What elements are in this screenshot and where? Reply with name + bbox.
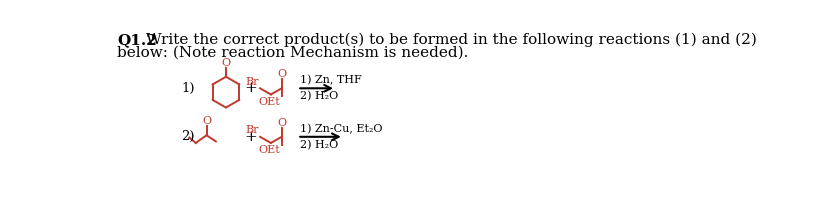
Text: 2): 2)	[181, 130, 194, 143]
Text: Q1.2: Q1.2	[117, 33, 157, 47]
Text: +: +	[244, 81, 257, 95]
Text: Br: Br	[246, 125, 259, 135]
Text: O: O	[221, 57, 230, 67]
Text: below: (Note reaction Mechanism is needed).: below: (Note reaction Mechanism is neede…	[117, 45, 468, 59]
Text: 2) H₂O: 2) H₂O	[299, 140, 337, 150]
Text: Write the correct product(s) to be formed in the following reactions (1) and (2): Write the correct product(s) to be forme…	[146, 33, 756, 47]
Text: OEt: OEt	[258, 97, 280, 107]
Text: 1) Zn-Cu, Et₂O: 1) Zn-Cu, Et₂O	[299, 123, 381, 134]
Text: O: O	[277, 118, 286, 128]
Text: O: O	[277, 69, 286, 79]
Text: 1) Zn, THF: 1) Zn, THF	[299, 75, 361, 85]
Text: 2) H₂O: 2) H₂O	[299, 91, 337, 102]
Text: Br: Br	[246, 77, 259, 87]
Text: O: O	[202, 116, 211, 126]
Text: +: +	[244, 130, 257, 144]
Text: OEt: OEt	[258, 145, 280, 155]
Text: 1): 1)	[181, 82, 194, 95]
